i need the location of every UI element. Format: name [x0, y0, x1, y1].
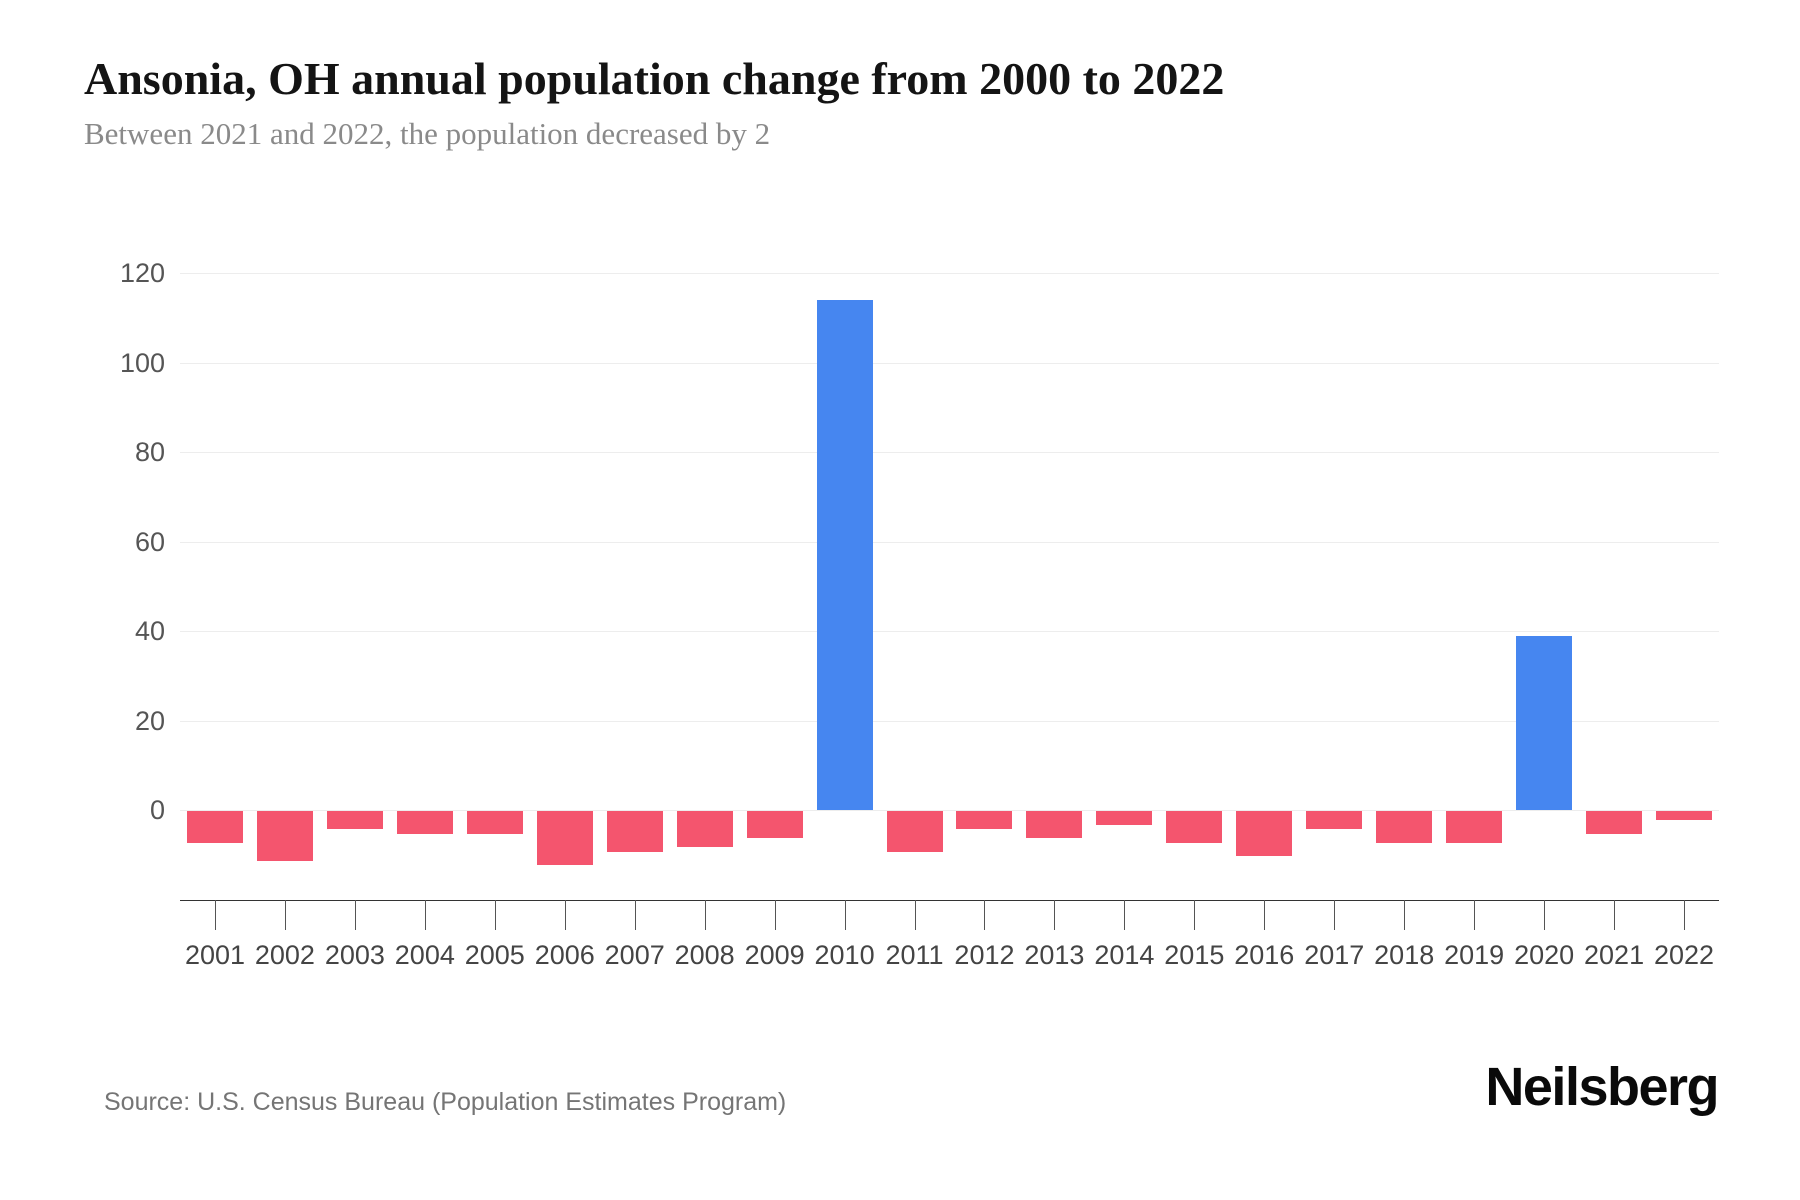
chart-subtitle: Between 2021 and 2022, the population de…: [84, 116, 771, 151]
y-axis-label-40: 40: [134, 616, 165, 647]
bar-2022[interactable]: [1656, 811, 1713, 821]
x-axis-label-2016: 2016: [1234, 940, 1295, 970]
x-axis-label-2005: 2005: [464, 940, 525, 970]
bar-2018[interactable]: [1376, 811, 1433, 843]
source-note: Source: U.S. Census Bureau (Population E…: [104, 1088, 787, 1116]
gridline-20: [180, 720, 1719, 722]
y-axis-label-80: 80: [134, 437, 165, 468]
x-tick-2008: [704, 900, 706, 930]
x-tick-2018: [1404, 900, 1406, 930]
x-tick-2013: [1054, 900, 1056, 930]
bar-2007[interactable]: [606, 811, 663, 852]
brand-logo: Neilsberg: [1485, 1057, 1719, 1117]
x-tick-2007: [634, 900, 636, 930]
bar-2005[interactable]: [466, 811, 523, 834]
bar-2017[interactable]: [1306, 811, 1363, 830]
x-axis-label-2017: 2017: [1304, 940, 1365, 970]
x-axis-label-2010: 2010: [814, 940, 875, 970]
x-axis-label-2019: 2019: [1444, 940, 1505, 970]
x-tick-2020: [1544, 900, 1546, 930]
bar-2014[interactable]: [1096, 811, 1153, 825]
x-axis-label-2002: 2002: [254, 940, 315, 970]
bar-2015[interactable]: [1166, 811, 1223, 843]
x-tick-2003: [354, 900, 356, 930]
x-tick-2010: [844, 900, 846, 930]
x-axis-label-2018: 2018: [1374, 940, 1435, 970]
x-tick-2002: [284, 900, 286, 930]
x-axis-label-2022: 2022: [1653, 940, 1715, 970]
gridline-40: [180, 631, 1719, 633]
bar-2019[interactable]: [1446, 811, 1503, 843]
x-tick-2012: [984, 900, 986, 930]
x-tick-2022: [1684, 900, 1686, 930]
y-axis-label-120: 120: [119, 258, 165, 288]
x-axis-label-2015: 2015: [1164, 940, 1225, 970]
x-axis-label-2009: 2009: [744, 940, 805, 970]
bar-2010[interactable]: [816, 299, 873, 811]
gridline-100: [180, 362, 1719, 364]
gridline-120: [180, 273, 1719, 274]
bar-2004[interactable]: [396, 811, 453, 834]
x-axis-label-2003: 2003: [324, 940, 385, 970]
x-axis-label-2020: 2020: [1514, 940, 1575, 970]
x-axis-line: [180, 900, 1719, 901]
bar-2003[interactable]: [326, 811, 383, 830]
x-axis-label-2001: 2001: [184, 940, 246, 970]
y-axis-label-0: 0: [149, 795, 165, 826]
x-axis-label-2008: 2008: [674, 940, 735, 970]
x-axis-label-2021: 2021: [1584, 940, 1645, 970]
x-tick-2016: [1264, 900, 1266, 930]
bar-2012[interactable]: [956, 811, 1013, 830]
x-axis-label-2013: 2013: [1024, 940, 1085, 970]
bar-2002[interactable]: [256, 811, 313, 861]
bar-2011[interactable]: [886, 811, 943, 852]
bar-2020[interactable]: [1516, 635, 1573, 811]
plot-area: 0 20 40 60 80 100 120 2001 2002 2003 2004 2005 2006 2…: [120, 259, 1719, 970]
x-tick-2011: [914, 900, 916, 930]
x-tick-2006: [564, 900, 566, 930]
bar-2009[interactable]: [746, 811, 803, 839]
x-tick-2017: [1334, 900, 1336, 930]
y-axis-label-60: 60: [134, 526, 165, 557]
chart-title: Ansonia, OH annual population change fro…: [84, 53, 1225, 104]
x-tick-2015: [1194, 900, 1196, 930]
gridline-0: [180, 810, 1719, 812]
x-tick-2019: [1474, 900, 1476, 930]
y-axis-label-20: 20: [134, 705, 165, 736]
x-tick-2005: [494, 900, 496, 930]
bar-2021[interactable]: [1586, 811, 1643, 834]
x-tick-2001: [214, 900, 216, 930]
bar-2013[interactable]: [1026, 811, 1083, 839]
x-tick-2009: [774, 900, 776, 930]
x-axis-label-2012: 2012: [954, 940, 1015, 970]
x-tick-2014: [1124, 900, 1126, 930]
bar-2008[interactable]: [676, 811, 733, 848]
x-axis-label-2004: 2004: [394, 940, 455, 970]
x-tick-2004: [424, 900, 426, 930]
bar-2001[interactable]: [186, 811, 243, 843]
x-axis-label-2006: 2006: [534, 940, 595, 970]
gridline-80: [180, 452, 1719, 454]
x-axis-label-2011: 2011: [885, 940, 944, 970]
x-tick-2021: [1614, 900, 1616, 930]
y-axis-label-100: 100: [119, 347, 165, 378]
x-axis-label-2007: 2007: [604, 940, 665, 970]
bar-2016[interactable]: [1236, 811, 1293, 857]
bar-2006[interactable]: [536, 811, 593, 866]
gridline-60: [180, 541, 1719, 543]
x-axis-label-2014: 2014: [1094, 940, 1155, 970]
